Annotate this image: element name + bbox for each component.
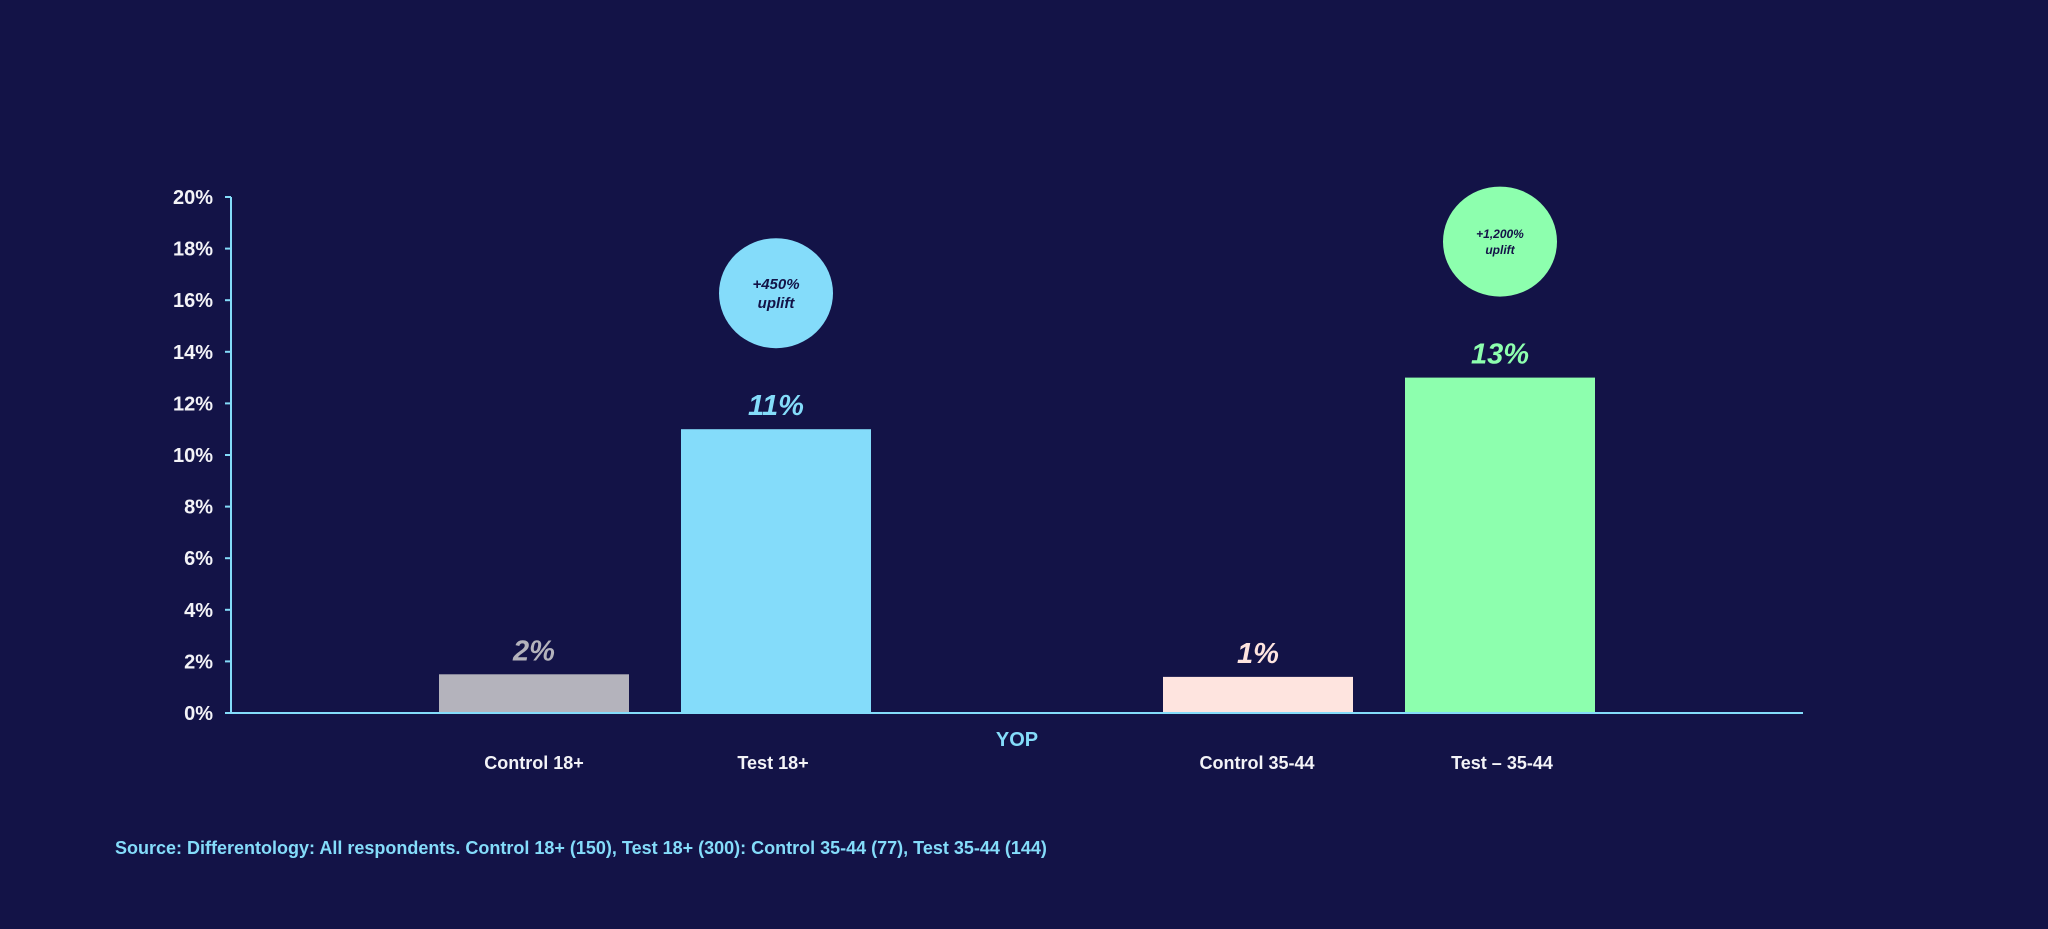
bar xyxy=(439,674,629,713)
y-tick-label: 2% xyxy=(184,651,213,673)
x-axis-title: YOP xyxy=(996,729,1038,751)
category-label: Test 18+ xyxy=(737,753,808,773)
category-label: Test – 35-44 xyxy=(1451,753,1553,773)
uplift-badge-text: +1,200% xyxy=(1476,227,1524,241)
bar-value-label: 13% xyxy=(1471,339,1529,371)
y-tick-label: 10% xyxy=(173,445,213,467)
uplift-badge xyxy=(719,238,833,349)
y-tick-label: 12% xyxy=(173,393,213,415)
y-tick-label: 20% xyxy=(173,187,213,209)
category-label: Control 18+ xyxy=(484,753,584,773)
y-tick-label: 0% xyxy=(184,703,213,725)
y-tick-label: 18% xyxy=(173,239,213,261)
y-tick-label: 8% xyxy=(184,497,213,519)
source-note: Source: Differentology: All respondents.… xyxy=(115,838,1047,858)
bar-value-label: 2% xyxy=(512,635,555,667)
y-tick-label: 4% xyxy=(184,600,213,622)
bar xyxy=(681,429,871,713)
uplift-badge-text: uplift xyxy=(1485,243,1515,257)
bar-value-label: 11% xyxy=(748,390,804,422)
category-label: Control 35-44 xyxy=(1199,753,1314,773)
y-tick-label: 6% xyxy=(184,548,213,570)
uplift-badge-text: +450% xyxy=(752,276,799,293)
bar xyxy=(1163,676,1353,713)
uplift-badge xyxy=(1443,186,1557,297)
y-tick-label: 14% xyxy=(173,342,213,364)
bar-value-label: 1% xyxy=(1237,638,1279,670)
uplift-badge-text: uplift xyxy=(758,295,796,312)
y-tick-label: 16% xyxy=(173,290,213,312)
bar xyxy=(1405,377,1595,713)
